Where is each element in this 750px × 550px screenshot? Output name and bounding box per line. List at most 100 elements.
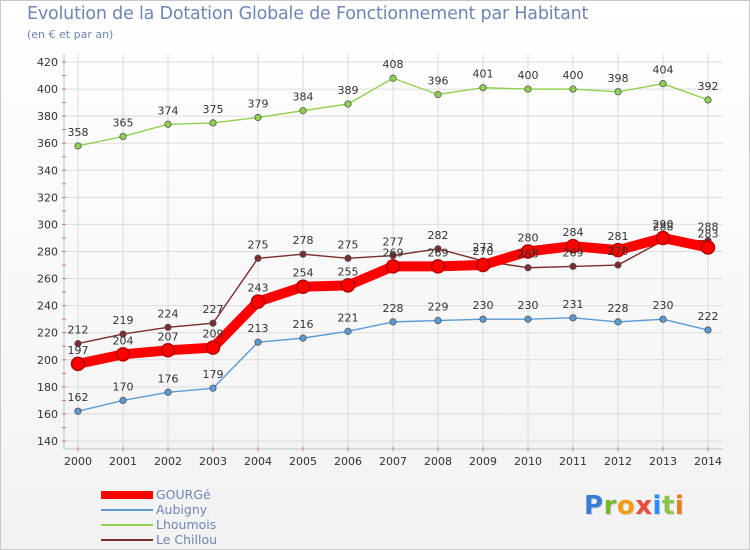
data-point xyxy=(614,318,622,326)
data-label: 228 xyxy=(608,302,629,315)
legend-label-gourge: GOURGé xyxy=(156,487,211,502)
legend-swatch-le-chillou xyxy=(101,539,153,541)
data-point xyxy=(434,316,442,325)
data-point xyxy=(610,242,626,258)
data-label: 400 xyxy=(518,69,539,82)
y-tick-label: 160 xyxy=(37,408,58,421)
data-point xyxy=(434,245,442,253)
data-point xyxy=(569,262,577,270)
data-label: 269 xyxy=(383,246,404,259)
y-tick-label: 320 xyxy=(37,191,58,204)
legend-swatch-gourge xyxy=(101,491,153,499)
data-point xyxy=(119,396,127,404)
data-label: 224 xyxy=(158,307,179,320)
data-label: 213 xyxy=(248,322,269,335)
y-tick-label: 340 xyxy=(37,164,58,177)
data-point xyxy=(205,340,221,355)
y-tick-label: 200 xyxy=(37,354,58,367)
data-label: 283 xyxy=(698,227,719,240)
data-point xyxy=(119,330,127,338)
legend-swatch-aubigny xyxy=(101,509,153,511)
data-label: 404 xyxy=(653,64,674,77)
data-label: 176 xyxy=(158,372,179,385)
legend-item-le-chillou: Le Chillou xyxy=(101,532,301,547)
data-point xyxy=(655,230,671,246)
data-label: 270 xyxy=(473,245,494,258)
data-label: 288 xyxy=(698,221,719,234)
data-point xyxy=(385,259,401,274)
x-tick-label: 2012 xyxy=(604,455,632,468)
proxiti-logo: Proxiti xyxy=(584,491,685,521)
data-label: 229 xyxy=(428,301,449,314)
data-label: 281 xyxy=(608,230,629,243)
data-label: 209 xyxy=(203,328,224,341)
y-tick-label: 180 xyxy=(37,381,58,394)
data-point xyxy=(164,323,172,331)
data-label: 284 xyxy=(563,226,584,239)
data-label: 162 xyxy=(68,391,89,404)
data-point xyxy=(164,388,172,396)
y-tick-label: 380 xyxy=(37,110,58,123)
data-label: 227 xyxy=(203,303,224,316)
y-tick-label: 280 xyxy=(37,246,58,259)
data-label: 374 xyxy=(158,104,179,117)
x-tick-label: 2009 xyxy=(469,455,497,468)
chart-subtitle: (en € et par an) xyxy=(27,28,114,41)
legend-item-lhoumois: Lhoumois xyxy=(101,517,301,532)
x-tick-label: 2003 xyxy=(199,455,227,468)
x-tick-label: 2013 xyxy=(649,455,677,468)
data-point xyxy=(254,113,262,122)
data-point xyxy=(704,96,712,104)
data-point xyxy=(250,294,266,309)
data-label: 358 xyxy=(68,126,89,139)
data-point xyxy=(389,251,397,260)
legend-label-aubigny: Aubigny xyxy=(156,502,208,517)
data-point xyxy=(430,259,446,274)
data-point xyxy=(209,319,217,327)
data-point xyxy=(295,279,311,294)
data-point xyxy=(74,142,82,150)
data-label: 270 xyxy=(608,245,629,258)
data-label: 269 xyxy=(428,246,449,259)
data-label: 204 xyxy=(113,334,134,347)
data-label: 379 xyxy=(248,97,269,110)
data-label: 207 xyxy=(158,330,179,343)
data-point xyxy=(520,244,536,259)
data-label: 275 xyxy=(338,238,359,251)
data-label: 375 xyxy=(203,103,224,116)
data-point xyxy=(524,264,532,272)
y-tick-label: 400 xyxy=(37,83,58,96)
data-point xyxy=(115,347,131,362)
x-tick-label: 2014 xyxy=(694,455,722,468)
data-point xyxy=(614,261,622,269)
data-label: 231 xyxy=(563,298,584,311)
data-label: 398 xyxy=(608,72,629,85)
data-point xyxy=(434,90,442,99)
data-point xyxy=(70,356,86,372)
x-tick-label: 2010 xyxy=(514,455,542,468)
data-point xyxy=(344,327,352,335)
y-tick-label: 260 xyxy=(37,273,58,286)
data-point xyxy=(569,85,577,93)
data-point xyxy=(700,240,716,255)
y-tick-label: 300 xyxy=(37,218,58,231)
chart-title: Evolution de la Dotation Globale de Fonc… xyxy=(27,4,589,24)
data-label: 219 xyxy=(113,314,134,327)
y-tick-label: 240 xyxy=(37,300,58,313)
data-point xyxy=(209,384,217,392)
legend-label-lhoumois: Lhoumois xyxy=(156,517,217,532)
data-point xyxy=(299,334,307,342)
data-label: 288 xyxy=(653,221,674,234)
x-tick-label: 2002 xyxy=(154,455,182,468)
data-label: 384 xyxy=(293,91,314,104)
legend-item-aubigny: Aubigny xyxy=(101,502,301,517)
data-label: 396 xyxy=(428,74,449,87)
data-label: 197 xyxy=(68,344,89,357)
data-label: 278 xyxy=(293,234,314,247)
legend-item-gourge: GOURGé xyxy=(101,487,301,502)
data-point xyxy=(569,314,577,322)
data-label: 221 xyxy=(338,311,359,324)
data-label: 401 xyxy=(473,68,494,81)
